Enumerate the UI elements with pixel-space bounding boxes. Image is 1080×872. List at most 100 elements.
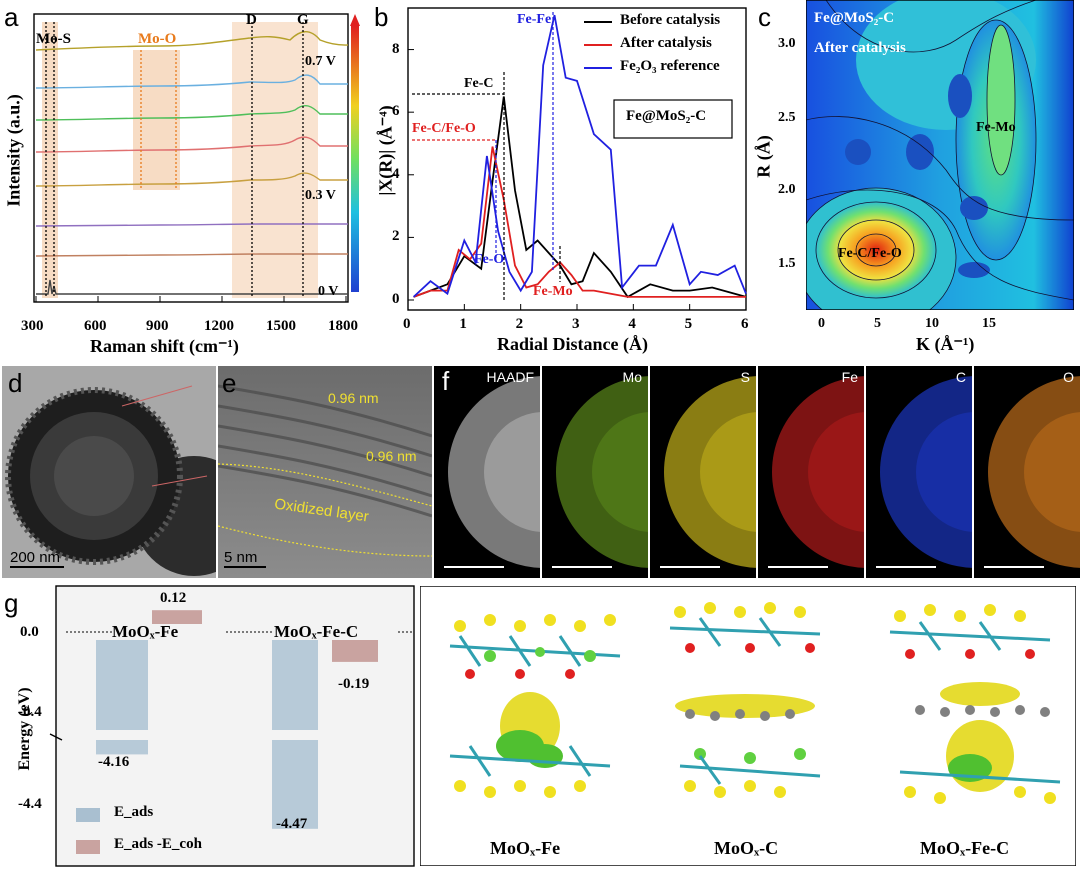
panel-c-ytick-25: 2.5 (778, 110, 796, 125)
eds-scalebar (768, 566, 828, 568)
legend-swatch-coh (76, 840, 100, 854)
panel-g-ytick-44: -4.4 (18, 796, 42, 812)
panel-b-xtick-label: 3 (572, 316, 580, 332)
panel-a-tick-1500: 1500 (266, 318, 296, 334)
eds-map-label: O (1063, 369, 1074, 385)
panel-c-ytick-15: 1.5 (778, 256, 796, 271)
panel-c-xtick-5: 5 (874, 316, 881, 331)
series-line-0 (413, 96, 747, 299)
panel-b-ytick-label: 2 (392, 228, 400, 245)
label-moo: Mo-O (138, 31, 177, 47)
label-fefe: Fe-Fe (517, 12, 552, 27)
legend-swatch-ads (76, 808, 100, 822)
bar-ads-lower (96, 740, 148, 755)
panel-a-tick-900: 900 (146, 318, 169, 334)
value-mofe-coh: 0.12 (160, 590, 187, 606)
panel-e-scale-text: 5 nm (224, 549, 258, 566)
shade-dg (232, 22, 318, 298)
eds-scalebar (552, 566, 612, 568)
label-fecfeo: Fe-C/Fe-O (412, 121, 476, 136)
label-d: D (246, 12, 257, 28)
panel-g-ytick-04: -0.4 (18, 704, 42, 720)
panel-a-raman-plot (33, 13, 360, 303)
spectrum-07v (35, 31, 349, 51)
spectrum-03v (35, 172, 348, 187)
panel-c-wavelet-contour (806, 0, 1074, 310)
panel-e-hrtem-image: e 0.96 nm 0.96 nm Oxidized layer 5 nm (218, 366, 432, 578)
label-femo: Fe-Mo (533, 284, 573, 299)
panel-a-tick-1800: 1800 (328, 318, 358, 334)
eds-map-s: S (650, 366, 756, 578)
series-line-1 (413, 146, 746, 298)
eds-map-fe: Fe (758, 366, 864, 578)
panel-b-ytick-label: 8 (392, 40, 400, 57)
panel-b-exafs-chart (407, 7, 747, 311)
panel-a-xlabel: Raman shift (cm⁻¹) (90, 336, 239, 356)
panel-b-sample-box (613, 99, 733, 139)
legend-label-coh: E_ads -E_coh (114, 836, 202, 852)
panel-g-energy-chart (49, 585, 415, 867)
eds-map-o: O (974, 366, 1080, 578)
label-0v: 0 V (318, 284, 339, 299)
panel-b-sample-label: Fe@MoS₂-C (626, 108, 707, 124)
panel-b-xtick-label: 0 (403, 316, 411, 332)
group-label-mofec: MoOₓ-Fe-C (274, 622, 359, 641)
bar-ads-upper (272, 640, 318, 730)
structure-mofe (449, 614, 621, 798)
panel-c-ytick-30: 3.0 (778, 36, 796, 51)
panel-b-ytick-label: 0 (392, 291, 400, 307)
eds-scalebar (444, 566, 504, 568)
eds-map-haadf: HAADF (434, 366, 540, 578)
panel-a-tick-600: 600 (84, 318, 107, 334)
eds-map-label: C (955, 369, 966, 385)
label-mos: Mo-S (36, 31, 71, 47)
panel-c-title1: Fe@MoS₂-C (814, 10, 895, 26)
potential-colorbar (351, 26, 359, 292)
panel-g-ylabel: Energy (eV) (16, 687, 33, 771)
label-c-femo: Fe-Mo (976, 120, 1016, 135)
eds-map-label: Fe (841, 369, 858, 385)
panel-b-ytick-label: 4 (392, 165, 400, 182)
panel-d-tem-image: d 200 nm (2, 366, 216, 578)
label-g: G (297, 12, 309, 28)
panel-b-xtick-label: 2 (515, 316, 524, 332)
panel-h-charge-density (420, 586, 1076, 866)
value-mofe-ads: -4.16 (98, 754, 130, 770)
panel-e-scalebar (224, 566, 266, 568)
panel-b-ytick-label: 6 (392, 103, 400, 120)
spectrum-0v (36, 279, 348, 295)
panel-a-tick-300: 300 (21, 318, 44, 334)
panel-c-label: c (758, 2, 771, 32)
bar-coh (152, 610, 202, 624)
label-03v: 0.3 V (305, 188, 336, 203)
structure-label-mofe: MoOₓ-Fe (490, 838, 561, 858)
panel-e-spacing-1: 0.96 nm (328, 390, 379, 406)
structure-mofec (889, 604, 1061, 804)
panel-c-xtick-15: 15 (982, 316, 996, 331)
spectrum-6 (35, 223, 348, 227)
bar-coh (332, 640, 378, 662)
panel-a-axes (33, 13, 349, 303)
value-mofec-ads: -4.47 (276, 816, 308, 832)
structure-label-moc: MoOₓ-C (714, 838, 779, 858)
panel-c-ytick-20: 2.0 (778, 182, 796, 197)
panel-c-ylabel: R (Å) (753, 135, 774, 178)
panel-g-label: g (4, 588, 19, 618)
panel-d-scale-text: 200 nm (10, 549, 61, 566)
panel-g-ytick-0: 0.0 (20, 624, 39, 640)
panel-e-label: e (222, 368, 237, 398)
spectrum-4 (35, 136, 348, 153)
bar-ads-lower (272, 740, 318, 829)
panel-b-xlabel: Radial Distance (Å) (497, 334, 648, 354)
eds-scalebar (984, 566, 1044, 568)
eds-map-label: Mo (622, 369, 642, 385)
panel-c-xtick-10: 10 (925, 316, 939, 331)
panel-c-xtick-0: 0 (818, 316, 825, 331)
panel-c-title2: After catalysis (814, 40, 906, 56)
eds-map-mo: Mo (542, 366, 648, 578)
panel-e-spacing-2: 0.96 nm (366, 448, 417, 464)
legend-label-ads: E_ads (114, 804, 154, 820)
spectrum-7 (35, 253, 348, 257)
panel-b-legend-before: Before catalysis (620, 12, 721, 28)
panel-a-label: a (4, 2, 19, 32)
